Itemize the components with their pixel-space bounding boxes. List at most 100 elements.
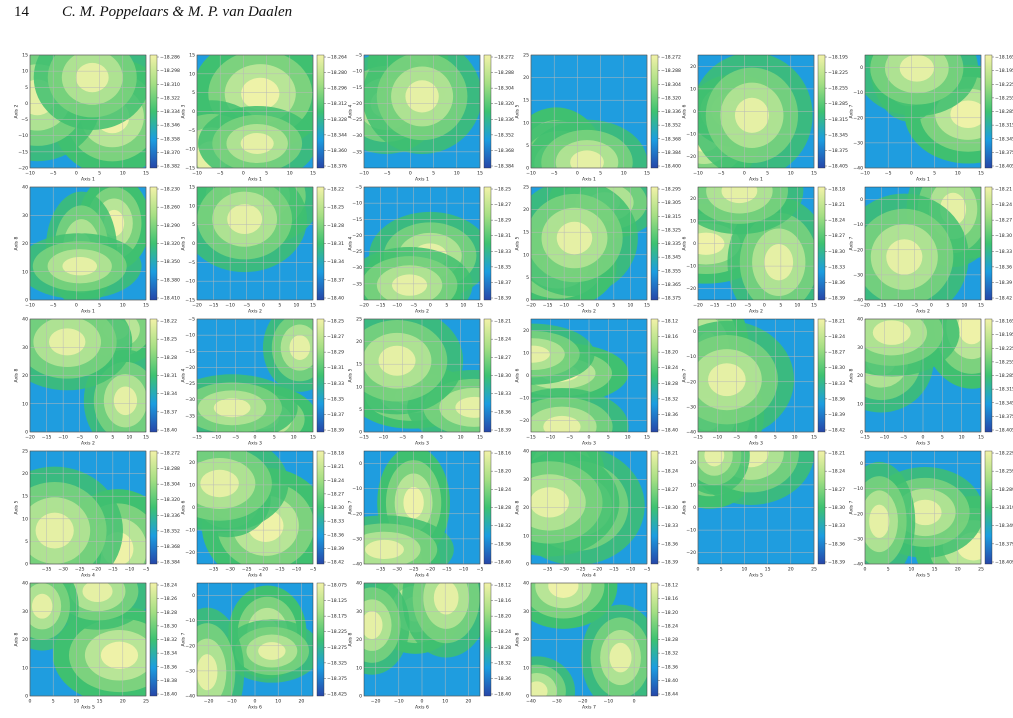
y-tick-label: 10 (523, 252, 529, 258)
y-axis-label: Axis 8 (849, 368, 855, 382)
y-tick-label: −30 (853, 536, 863, 542)
colorbar-tick-label: −18.304 (160, 482, 180, 488)
y-tick-label: 10 (523, 665, 529, 671)
x-tick-label: −10 (712, 435, 722, 441)
x-tick-label: 10 (442, 699, 448, 705)
plot-frame (363, 582, 481, 697)
x-tick-label: −35 (543, 567, 553, 573)
y-axis-label: Axis 8 (348, 632, 354, 646)
y-tick-label: 0 (526, 373, 529, 379)
colorbar-tick-label: −18.36 (494, 409, 511, 415)
x-tick-label: −5 (900, 435, 907, 441)
x-tick-label: −20 (371, 699, 381, 705)
y-tick-label: 25 (523, 53, 529, 59)
y-axis-label: Axis 3 (181, 104, 187, 118)
y-tick-label: −40 (853, 166, 863, 172)
y-tick-label: −10 (853, 222, 863, 228)
colorbar-tick-label: −18.30 (494, 373, 511, 379)
contour-panel: −10 −5 0 5 10 15 −20 −10 0 10 20 Axis 1 Axis 6 −18.19… (682, 55, 849, 183)
x-tick-label: −30 (392, 567, 402, 573)
y-tick-label: 30 (857, 345, 863, 351)
x-tick-label: 0 (421, 699, 424, 705)
colorbar-tick-label: −18.44 (661, 692, 678, 698)
running-head: C. M. Poppelaars & M. P. van Daalen (62, 4, 292, 20)
y-axis-label: Axis 5 (348, 368, 354, 382)
y-tick-label: 40 (857, 317, 863, 323)
colorbar-tick-label: −18.27 (995, 218, 1012, 224)
y-tick-label: −20 (853, 247, 863, 253)
y-tick-label: 15 (22, 494, 28, 500)
colorbar-tick-label: −18.375 (995, 414, 1013, 420)
colorbar-tick-label: −18.31 (160, 373, 177, 379)
y-axis-label: Axis 6 (682, 236, 688, 250)
colorbar-tick-label: −18.29 (494, 218, 511, 224)
colorbar-tick-label: −18.27 (661, 487, 678, 493)
colorbar-tick-label: −18.31 (494, 233, 511, 239)
y-tick-label: −10 (519, 396, 529, 402)
x-axis-label: Axis 1 (248, 177, 262, 183)
colorbar-tick-label: −18.33 (661, 523, 678, 529)
plot-area (30, 187, 146, 300)
x-tick-label: 10 (120, 303, 126, 309)
colorbar-tick-label: −18.35 (327, 396, 344, 402)
colorbar-tick-label: −18.33 (995, 249, 1012, 255)
colorbar-tick-label: −18.255 (995, 95, 1013, 101)
colorbar-tick-label: −18.405 (828, 164, 848, 170)
colorbar-tick-label: −18.349 (995, 523, 1013, 529)
x-tick-label: −5 (310, 567, 317, 573)
x-tick-label: 5 (887, 567, 890, 573)
x-tick-label: −10 (211, 435, 221, 441)
contour-band (289, 335, 311, 360)
x-tick-label: 5 (52, 699, 55, 705)
y-tick-label: 0 (25, 298, 28, 304)
colorbar-tick-label: −18.368 (494, 148, 514, 154)
y-tick-label: −20 (352, 233, 362, 239)
x-axis-label: Axis 4 (248, 573, 262, 579)
plot-frame (363, 450, 481, 565)
y-tick-label: −20 (853, 115, 863, 121)
x-tick-label: 20 (955, 567, 961, 573)
y-tick-label: −15 (185, 166, 195, 172)
colorbar (984, 54, 993, 169)
x-tick-label: 15 (811, 303, 817, 309)
colorbar-tick-label: −18.40 (327, 296, 344, 302)
x-tick-label: −25 (576, 567, 586, 573)
y-tick-label: −15 (185, 349, 195, 355)
y-tick-label: 0 (25, 562, 28, 568)
y-tick-label: 20 (523, 75, 529, 81)
colorbar-tick-label: −18.280 (327, 70, 347, 76)
contour-panel: −20 −15 −10 −5 0 5 10 15 −20 −10 0 10 20 Axis 2 Axis 6… (682, 186, 846, 315)
plot-area (531, 187, 647, 300)
colorbar-tick-label: −18.39 (327, 428, 344, 434)
x-tick-label: 5 (273, 435, 276, 441)
x-tick-label: −5 (217, 171, 224, 177)
colorbar-tick-label: −18.38 (160, 678, 177, 684)
colorbar (984, 318, 993, 433)
contour-band (75, 62, 109, 93)
colorbar-tick-label: −18.225 (995, 82, 1013, 88)
colorbar-tick-label: −18.285 (995, 373, 1013, 379)
colorbar-tick-label: −18.336 (494, 117, 514, 123)
colorbar-tick-label: −18.39 (494, 428, 511, 434)
plot-frame (697, 186, 815, 301)
colorbar-tick-label: −18.336 (661, 109, 681, 115)
colorbar-tick-label: −18.328 (327, 117, 347, 123)
y-tick-label: −20 (686, 550, 696, 556)
x-tick-label: 0 (409, 171, 412, 177)
contour-panel: −35 −30 −25 −20 −15 −10 −5 −40 −30 −20 −10 0 Axis 4 A… (348, 450, 512, 579)
x-tick-label: 0 (262, 303, 265, 309)
y-tick-label: −10 (185, 333, 195, 339)
y-tick-label: 30 (22, 609, 28, 615)
y-tick-label: 15 (22, 53, 28, 59)
contour-band (570, 150, 604, 168)
contour-band (82, 583, 113, 603)
contour-panel: −20 −15 −10 −5 0 5 10 15 0 10 20 30 40 Axis 2 Axis 8 −1… (14, 317, 178, 447)
colorbar-tick-label: −18.315 (995, 387, 1013, 393)
y-tick-label: −20 (185, 365, 195, 371)
y-tick-label: 0 (526, 298, 529, 304)
colorbar-tick-label: −18.20 (661, 610, 678, 616)
y-tick-label: 20 (523, 505, 529, 511)
x-tick-label: −5 (477, 567, 484, 573)
plot-area (364, 55, 480, 168)
colorbar-tick-label: −18.25 (494, 187, 511, 193)
